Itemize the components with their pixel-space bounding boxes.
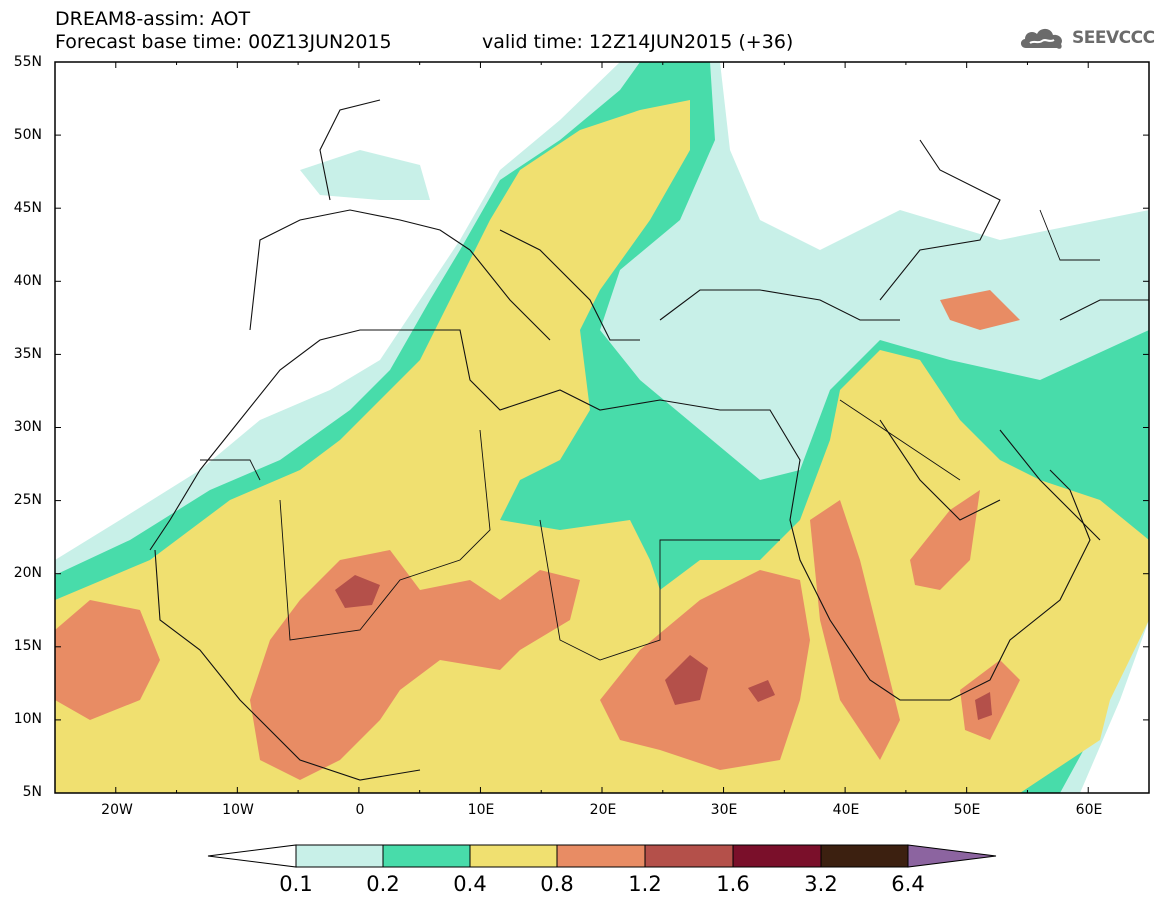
- colorbar-box-4: [556, 844, 646, 868]
- lon-label: 10W: [222, 802, 254, 818]
- lon-label: 30E: [710, 802, 738, 818]
- axis-ticks: [54, 61, 1150, 794]
- logo-text: SEEVCCC: [1072, 28, 1155, 48]
- valid-time: valid time: 12Z14JUN2015 (+36): [482, 31, 794, 53]
- colorbar-label: 1.6: [716, 872, 750, 896]
- colorbar-label: 0.4: [453, 872, 487, 896]
- aot-contour-1.2: [335, 575, 380, 608]
- lon-label: 50E: [953, 802, 981, 818]
- country-borders: [200, 209, 1100, 661]
- lat-label: 40N: [13, 273, 42, 289]
- colorbar-label: 0.1: [279, 872, 313, 896]
- aot-contour-0.8: [55, 600, 160, 720]
- lon-label: 60E: [1075, 802, 1103, 818]
- lon-label: 20W: [101, 802, 133, 818]
- lat-label: 30N: [13, 419, 42, 435]
- coastlines: [149, 99, 1149, 781]
- colorbar-label: 0.8: [540, 872, 574, 896]
- lon-label: 20E: [589, 802, 617, 818]
- lat-label: 5N: [22, 784, 42, 800]
- forecast-base-time: Forecast base time: 00Z13JUN2015: [55, 31, 392, 53]
- lat-label: 25N: [13, 492, 42, 508]
- lat-label: 20N: [13, 565, 42, 581]
- lat-label: 45N: [13, 200, 42, 216]
- colorbar-label: 6.4: [891, 872, 925, 896]
- colorbar-label: 0.2: [366, 872, 400, 896]
- lon-label: 10E: [467, 802, 495, 818]
- lat-label: 50N: [13, 127, 42, 143]
- colorbar-box-3: [469, 844, 558, 868]
- lat-label: 15N: [13, 638, 42, 654]
- lat-label: 35N: [13, 346, 42, 362]
- colorbar-box-6: [732, 844, 822, 868]
- colorbar-label: 3.2: [804, 872, 838, 896]
- lon-label: 0: [355, 802, 365, 818]
- lat-label: 10N: [13, 711, 42, 727]
- colorbar-box-1: [295, 844, 384, 868]
- cloud-icon: [1020, 28, 1063, 49]
- aot-field: [55, 62, 1149, 793]
- lon-label: 40E: [832, 802, 860, 818]
- colorbar-box-5: [644, 844, 734, 868]
- colorbar-label: 1.2: [628, 872, 662, 896]
- colorbar-box-7: [820, 844, 909, 868]
- colorbar-high-arrow: [907, 844, 997, 868]
- colorbar-low-arrow: [207, 844, 297, 868]
- colorbar-box-2: [382, 844, 471, 868]
- lat-label: 55N: [13, 54, 42, 70]
- seevccc-logo: SEEVCCC: [1018, 24, 1155, 52]
- colorbar: [207, 844, 997, 868]
- map-title: DREAM8-assim: AOT: [55, 8, 251, 30]
